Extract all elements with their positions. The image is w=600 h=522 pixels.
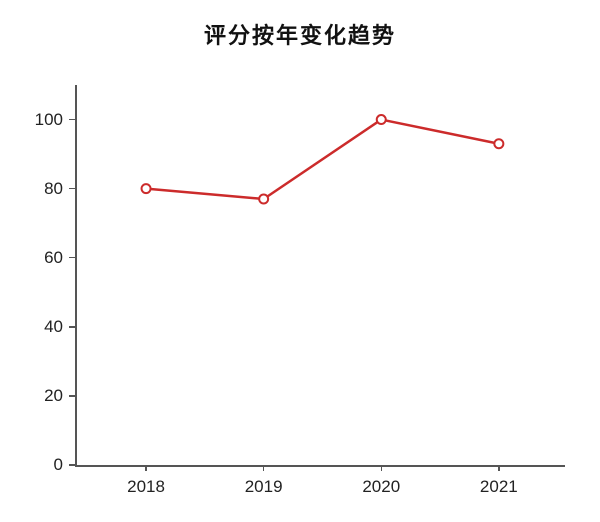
data-marker xyxy=(142,184,151,193)
data-marker xyxy=(494,139,503,148)
data-series xyxy=(75,85,565,465)
x-tick xyxy=(381,465,383,471)
x-tick-label: 2018 xyxy=(127,477,165,497)
y-tick-label: 0 xyxy=(13,455,63,475)
data-marker xyxy=(377,115,386,124)
y-tick-label: 40 xyxy=(13,317,63,337)
series-line xyxy=(146,120,499,199)
x-tick-label: 2019 xyxy=(245,477,283,497)
x-tick-label: 2020 xyxy=(362,477,400,497)
x-tick-label: 2021 xyxy=(480,477,518,497)
x-tick xyxy=(263,465,265,471)
data-marker xyxy=(259,195,268,204)
x-axis xyxy=(75,465,565,467)
y-tick-label: 60 xyxy=(13,248,63,268)
y-tick-label: 20 xyxy=(13,386,63,406)
y-tick-label: 80 xyxy=(13,179,63,199)
y-tick-label: 100 xyxy=(13,110,63,130)
line-chart: 评分按年变化趋势 0204060801002018201920202021 xyxy=(0,0,600,522)
chart-title: 评分按年变化趋势 xyxy=(0,18,600,50)
x-tick xyxy=(498,465,500,471)
plot-area: 0204060801002018201920202021 xyxy=(75,85,565,465)
x-tick xyxy=(145,465,147,471)
